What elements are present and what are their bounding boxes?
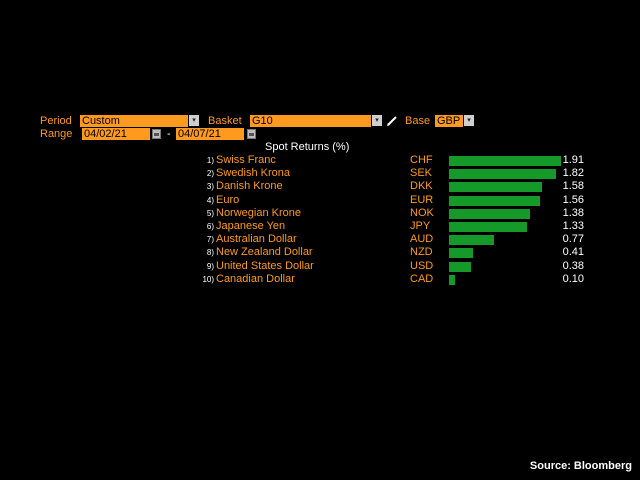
currency-code: CAD bbox=[410, 272, 434, 285]
table-row[interactable]: 5) Norwegian Krone NOK 1.38 bbox=[0, 207, 640, 220]
currency-name[interactable]: Swedish Krona bbox=[216, 167, 290, 180]
currency-code: NZD bbox=[410, 246, 433, 259]
table-title: Spot Returns (%) bbox=[265, 141, 350, 153]
row-rank: 7) bbox=[206, 235, 214, 245]
currency-code: AUD bbox=[410, 233, 434, 246]
row-rank: 10) bbox=[202, 274, 214, 284]
return-bar bbox=[449, 235, 494, 246]
source-note: Source: Bloomberg bbox=[529, 460, 632, 472]
return-value: 1.38 bbox=[562, 206, 584, 219]
return-value: 1.91 bbox=[562, 154, 584, 166]
return-value: 0.77 bbox=[562, 233, 584, 246]
table-row[interactable]: 2) Swedish Krona SEK 1.82 bbox=[0, 167, 640, 180]
return-bar bbox=[449, 274, 455, 285]
base-select[interactable]: GBP bbox=[435, 115, 463, 127]
table-row[interactable]: 6) Japanese Yen JPY 1.33 bbox=[0, 220, 640, 233]
row-rank: 5) bbox=[206, 208, 214, 218]
row-rank: 6) bbox=[206, 222, 214, 231]
row-rank: 1) bbox=[206, 156, 214, 165]
basket-label: Basket bbox=[208, 115, 242, 127]
range-end-input[interactable]: 04/07/21 bbox=[176, 128, 244, 140]
row-rank: 4) bbox=[206, 195, 214, 205]
currency-code: CHF bbox=[410, 154, 433, 166]
currency-code: NOK bbox=[410, 206, 434, 219]
currency-name[interactable]: Japanese Yen bbox=[216, 220, 286, 232]
range-label: Range bbox=[40, 128, 73, 140]
range-start-input[interactable]: 04/02/21 bbox=[82, 128, 150, 140]
row-rank: 8) bbox=[206, 248, 214, 258]
currency-name[interactable]: Norwegian Krone bbox=[216, 206, 301, 219]
currency-code: EUR bbox=[410, 193, 434, 206]
return-value: 1.58 bbox=[562, 180, 584, 193]
return-bar bbox=[449, 208, 530, 219]
table-row[interactable]: 7) Australian Dollar AUD 0.77 bbox=[0, 233, 640, 246]
return-bar bbox=[449, 195, 540, 206]
return-bar bbox=[449, 222, 527, 232]
currency-code: DKK bbox=[410, 180, 433, 193]
calendar-icon[interactable] bbox=[247, 129, 256, 139]
currency-name[interactable]: New Zealand Dollar bbox=[216, 246, 313, 259]
row-rank: 3) bbox=[206, 182, 214, 192]
table-row[interactable]: 8) New Zealand Dollar NZD 0.41 bbox=[0, 246, 640, 259]
period-label: Period bbox=[40, 115, 72, 127]
currency-code: JPY bbox=[410, 220, 431, 232]
return-value: 1.56 bbox=[562, 193, 584, 206]
currency-name[interactable]: Euro bbox=[216, 193, 240, 206]
period-select[interactable]: Custom bbox=[80, 115, 188, 127]
currency-name[interactable]: Danish Krone bbox=[216, 180, 283, 193]
table-row[interactable]: 9) United States Dollar USD 0.38 bbox=[0, 260, 640, 273]
base-label: Base bbox=[405, 115, 431, 127]
return-value: 1.82 bbox=[562, 167, 584, 180]
chevron-down-icon[interactable]: ▾ bbox=[189, 115, 199, 126]
table-row[interactable]: 10) Canadian Dollar CAD 0.10 bbox=[0, 273, 640, 286]
range-separator: - bbox=[167, 128, 171, 140]
return-value: 1.33 bbox=[562, 220, 584, 232]
currency-code: SEK bbox=[410, 167, 433, 180]
currency-name[interactable]: United States Dollar bbox=[216, 259, 314, 272]
currency-code: USD bbox=[410, 259, 434, 272]
return-bar bbox=[449, 248, 473, 259]
table-row[interactable]: 3) Danish Krone DKK 1.58 bbox=[0, 180, 640, 193]
table-row[interactable]: 1) Swiss Franc CHF 1.91 bbox=[0, 154, 640, 167]
basket-select[interactable]: G10 bbox=[250, 115, 371, 127]
return-bar bbox=[449, 261, 471, 272]
currency-name[interactable]: Australian Dollar bbox=[216, 233, 297, 246]
currency-name[interactable]: Canadian Dollar bbox=[216, 272, 295, 285]
chevron-down-icon[interactable]: ▾ bbox=[464, 115, 474, 126]
return-bar bbox=[449, 156, 561, 166]
return-bar bbox=[449, 182, 542, 193]
table-row[interactable]: 4) Euro EUR 1.56 bbox=[0, 194, 640, 207]
return-value: 0.38 bbox=[562, 259, 584, 272]
calendar-icon[interactable] bbox=[152, 129, 161, 139]
return-value: 0.41 bbox=[562, 246, 584, 259]
row-rank: 9) bbox=[206, 261, 214, 271]
return-value: 0.10 bbox=[562, 272, 584, 285]
chevron-down-icon[interactable]: ▾ bbox=[372, 115, 382, 126]
return-bar bbox=[449, 169, 556, 180]
currency-name[interactable]: Swiss Franc bbox=[216, 154, 276, 166]
pencil-icon[interactable] bbox=[386, 114, 398, 127]
row-rank: 2) bbox=[206, 169, 214, 179]
